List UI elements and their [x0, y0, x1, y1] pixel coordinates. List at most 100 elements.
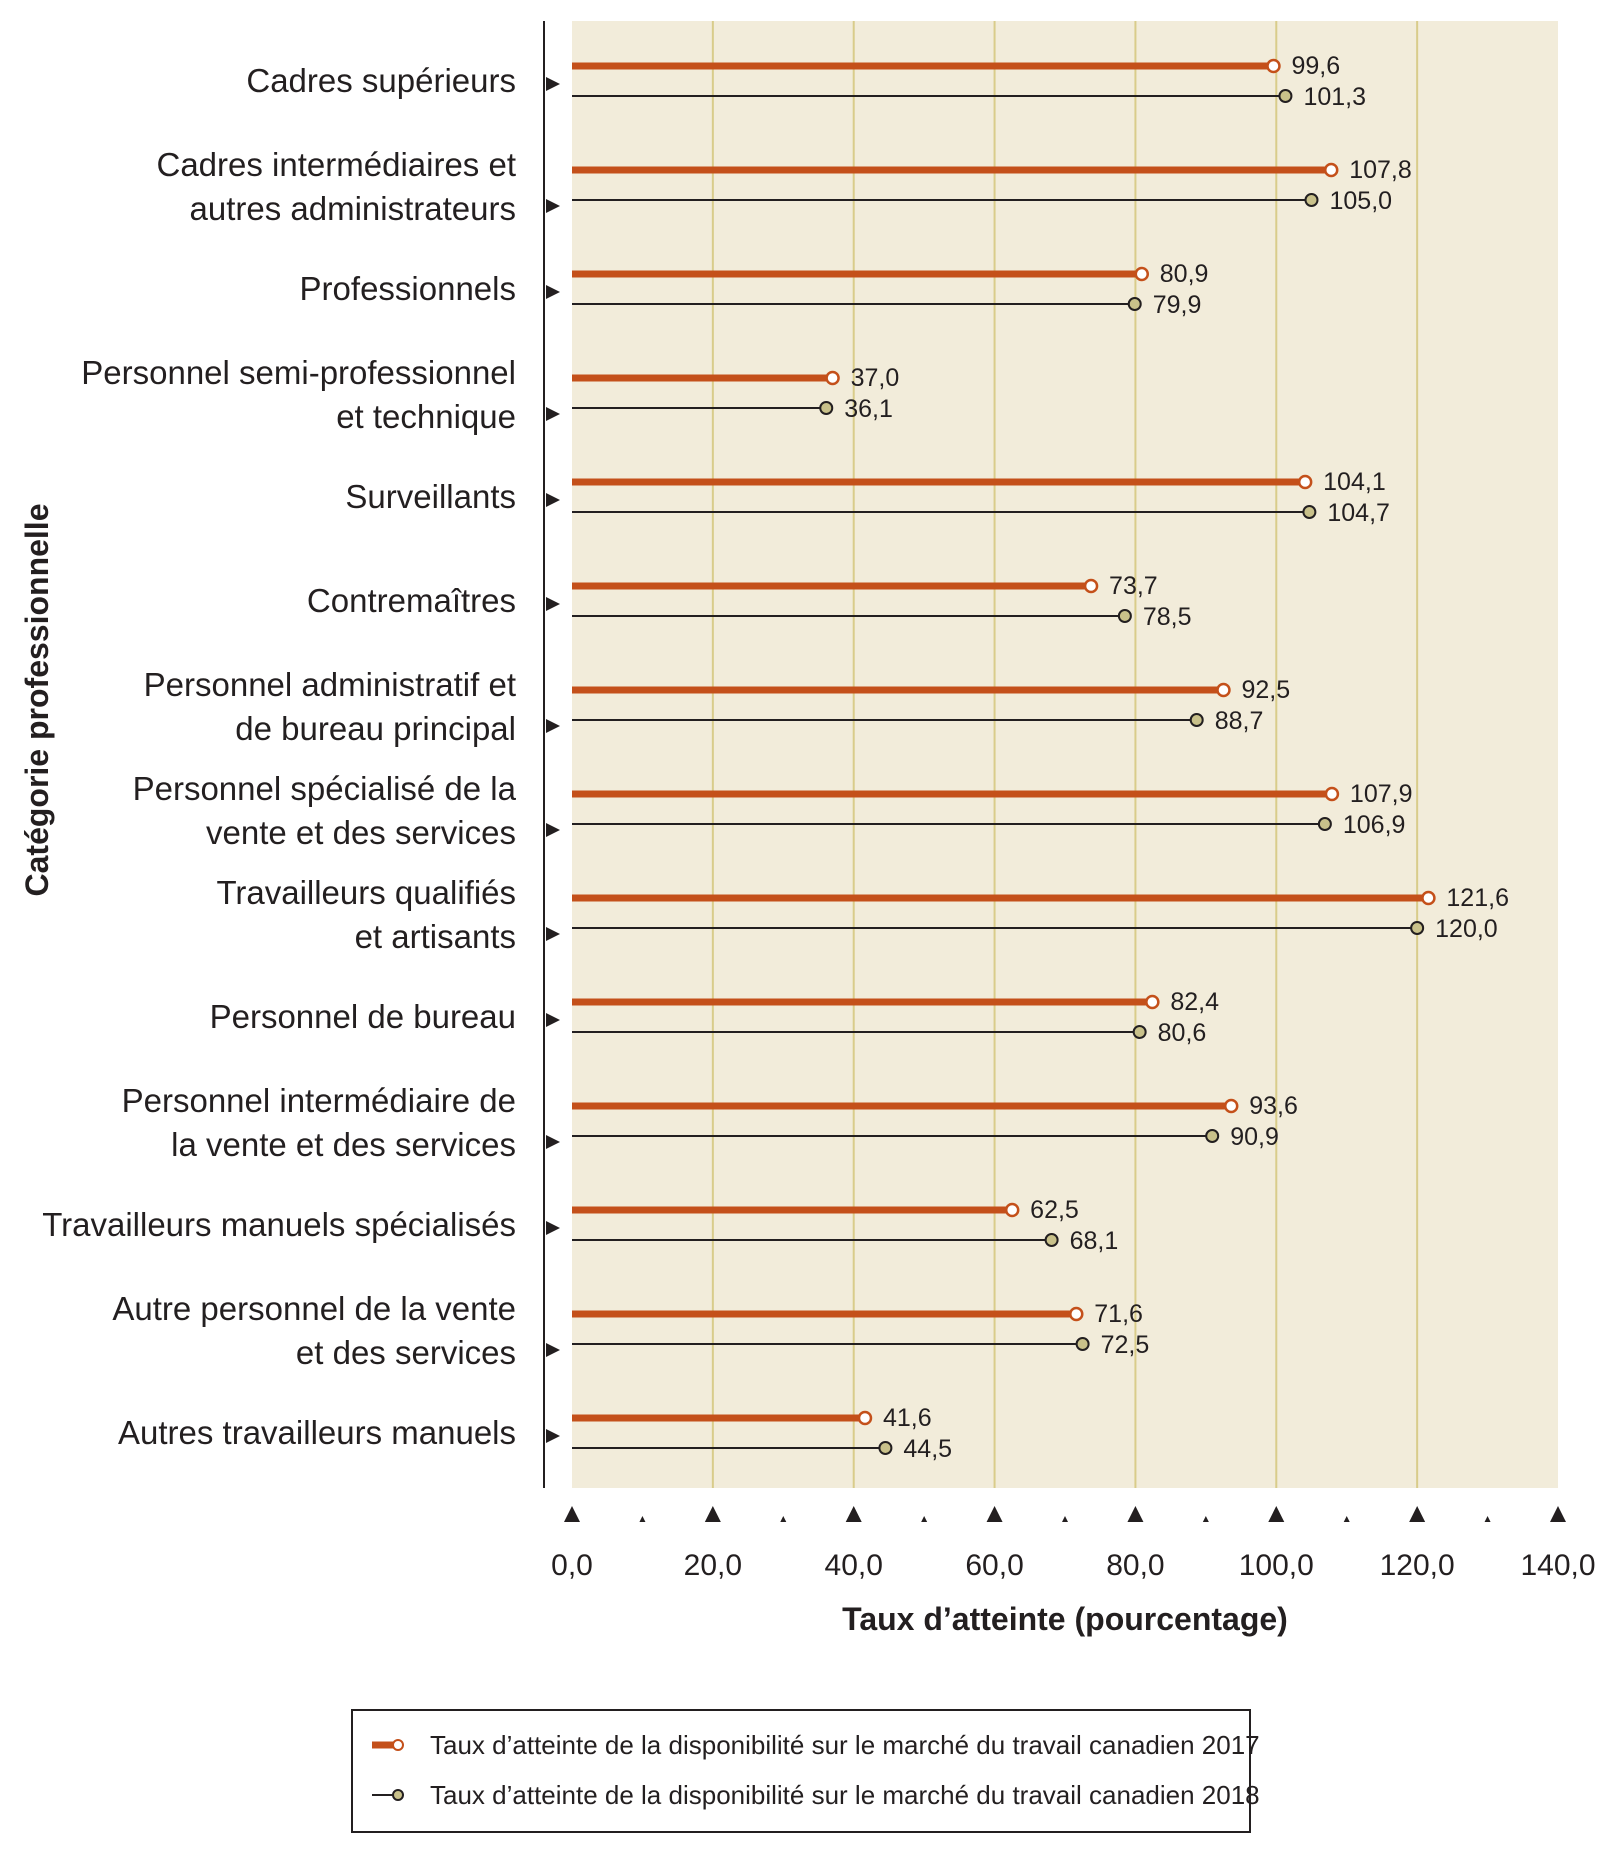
- marker-2018: [1127, 297, 1142, 311]
- x-minor-tick: [921, 1516, 928, 1522]
- marker-2017: [1266, 58, 1281, 74]
- value-label-2017: 37,0: [851, 364, 900, 392]
- value-label-2017: 71,6: [1094, 1300, 1143, 1328]
- marker-2018: [1317, 817, 1332, 831]
- category-label: Personnel intermédiaire de: [122, 1082, 516, 1119]
- legend: Taux d’atteinte de la disponibilité sur …: [351, 1709, 1260, 1833]
- category-pointer: [546, 493, 560, 507]
- value-label-2017: 107,9: [1350, 780, 1413, 808]
- value-label-2017: 99,6: [1291, 52, 1340, 80]
- x-tick-marker: [1550, 1506, 1566, 1522]
- category-pointer: [546, 1221, 560, 1235]
- x-minor-tick: [1062, 1516, 1068, 1522]
- category-pointer: [546, 407, 560, 421]
- value-label-2017: 93,6: [1249, 1092, 1298, 1120]
- x-tick-label: 40,0: [825, 1549, 883, 1582]
- marker-2017: [1323, 162, 1339, 178]
- value-label-2017: 104,1: [1323, 468, 1386, 496]
- x-tick-marker: [564, 1506, 580, 1522]
- marker-2017: [857, 1410, 873, 1426]
- value-label-2017: 92,5: [1241, 676, 1290, 704]
- category-label: Personnel administratif et: [144, 666, 516, 703]
- category-pointer: [546, 285, 560, 299]
- category-pointer: [546, 1013, 560, 1027]
- value-label-2018: 79,9: [1153, 291, 1202, 319]
- x-tick-marker: [1127, 1506, 1144, 1522]
- value-label-2018: 105,0: [1330, 187, 1393, 215]
- marker-2017: [1216, 682, 1231, 698]
- marker-2018: [1075, 1337, 1090, 1351]
- marker-2018: [1189, 713, 1204, 727]
- category-label: de bureau principal: [235, 710, 516, 747]
- category-pointer: [546, 1429, 560, 1443]
- x-tick-marker: [986, 1506, 1003, 1522]
- legend-2018-label: Taux d’atteinte de la disponibilité sur …: [430, 1780, 1260, 1810]
- category-label: Personnel semi-professionnel: [81, 354, 516, 391]
- value-label-2017: 107,8: [1349, 156, 1412, 184]
- x-tick-label: 0,0: [551, 1549, 593, 1582]
- category-label: vente et des services: [206, 814, 516, 851]
- x-tick-label: 80,0: [1106, 1549, 1164, 1582]
- marker-2018: [1278, 89, 1293, 103]
- value-label-2017: 121,6: [1446, 884, 1509, 912]
- category-label: Contremaîtres: [307, 582, 516, 619]
- category-label: autres administrateurs: [190, 190, 516, 227]
- marker-2017: [1083, 578, 1099, 594]
- marker-2018: [1302, 505, 1317, 519]
- value-label-2018: 80,6: [1158, 1019, 1207, 1047]
- category-pointer: [546, 199, 560, 213]
- x-axis-title: Taux d’atteinte (pourcentage): [842, 1601, 1288, 1637]
- category-pointer: [546, 77, 560, 91]
- category-label: Autres travailleurs manuels: [118, 1414, 516, 1451]
- x-minor-tick: [639, 1516, 646, 1522]
- gridlines: [711, 21, 1419, 1488]
- legend-2018-marker: [392, 1789, 404, 1801]
- marker-2018: [1410, 921, 1425, 935]
- value-label-2018: 106,9: [1343, 811, 1406, 839]
- x-minor-tick: [780, 1516, 787, 1522]
- marker-2018: [878, 1441, 893, 1455]
- category-label: et des services: [296, 1334, 516, 1371]
- category-label: et technique: [336, 398, 516, 435]
- value-label-2017: 82,4: [1170, 988, 1219, 1016]
- x-tick-label: 120,0: [1380, 1549, 1455, 1582]
- value-label-2017: 73,7: [1109, 572, 1158, 600]
- plot-background: [572, 21, 1558, 1488]
- x-tick-marker: [1268, 1506, 1285, 1522]
- value-label-2017: 62,5: [1030, 1196, 1079, 1224]
- marker-2017: [1421, 890, 1436, 906]
- value-label-2018: 90,9: [1230, 1123, 1279, 1151]
- marker-2017: [1297, 474, 1313, 490]
- category-label: Cadres intermédiaires et: [157, 146, 517, 183]
- y-axis-title: Catégorie professionnelle: [19, 504, 55, 897]
- category-label: Personnel spécialisé de la: [133, 770, 517, 807]
- legend-2017-marker: [392, 1739, 404, 1751]
- x-tick-label: 100,0: [1239, 1549, 1314, 1582]
- category-pointer: [546, 927, 560, 941]
- value-label-2018: 104,7: [1327, 499, 1390, 527]
- value-label-2018: 44,5: [903, 1435, 952, 1463]
- category-label: Personnel de bureau: [210, 998, 516, 1035]
- marker-2017: [1145, 994, 1160, 1010]
- marker-2018: [1205, 1129, 1220, 1143]
- value-label-2017: 80,9: [1160, 260, 1209, 288]
- bars: 99,6 101,3 107,8 105,0 80,9 79,9 37,0 36,1 104,1…: [572, 52, 1509, 1463]
- value-label-2018: 88,7: [1215, 707, 1264, 735]
- category-label: Travailleurs qualifiés: [216, 874, 516, 911]
- category-label: Professionnels: [300, 270, 516, 307]
- category-label: la vente et des services: [171, 1126, 516, 1163]
- marker-2017: [1134, 266, 1150, 282]
- x-tick-marker: [1409, 1506, 1426, 1522]
- category-labels: Cadres supérieurs Cadres intermédiaires e…: [42, 62, 560, 1451]
- x-axis: 0,0 20,0 40,0 60,0 80,0 100,0 120,0 140,0: [551, 1506, 1596, 1582]
- marker-2017: [825, 370, 840, 386]
- value-label-2018: 72,5: [1101, 1331, 1150, 1359]
- category-pointer: [546, 719, 560, 733]
- marker-2017: [1069, 1306, 1084, 1322]
- x-tick-marker: [845, 1506, 862, 1522]
- marker-2018: [819, 401, 834, 415]
- category-label: Cadres supérieurs: [246, 62, 516, 99]
- value-label-2018: 120,0: [1435, 915, 1498, 943]
- category-pointer: [546, 1135, 560, 1149]
- category-label: Surveillants: [345, 478, 516, 515]
